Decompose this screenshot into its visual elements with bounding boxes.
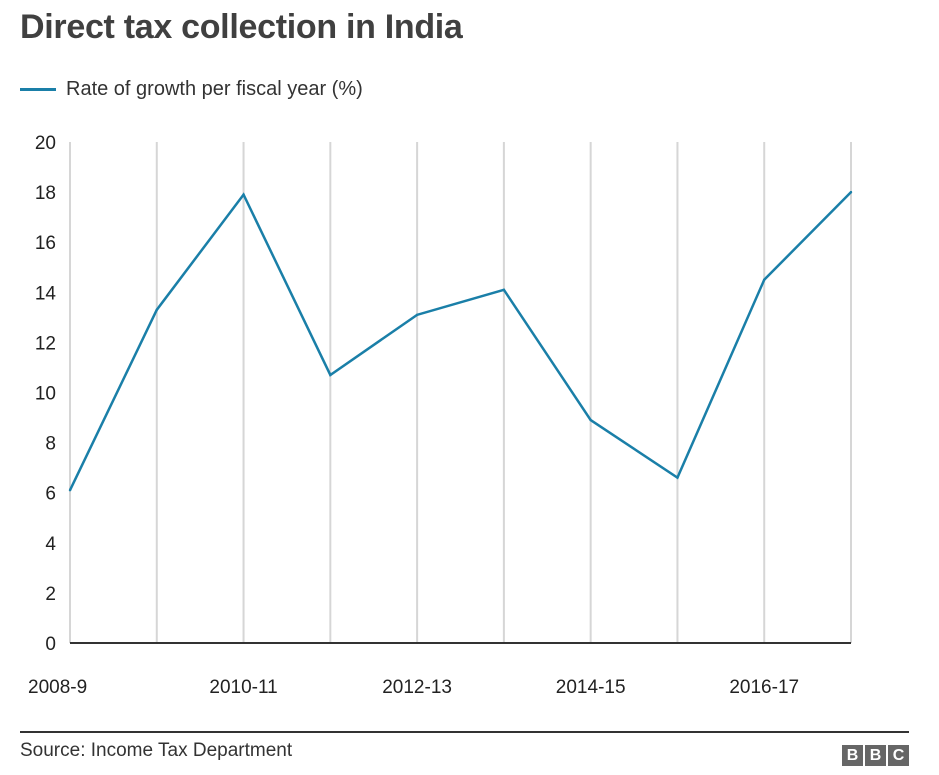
data-point	[502, 288, 506, 291]
y-tick-label: 12	[35, 333, 56, 354]
data-point	[589, 418, 592, 422]
data-point	[155, 308, 158, 312]
y-tick-label: 6	[45, 484, 56, 505]
footer-divider	[20, 731, 909, 733]
bbc-logo-letter: B	[842, 745, 863, 766]
line-chart: 0 2 4 6 8 10 12 14 16 18 20 2008-9 2010-11 2012-13 201…	[28, 133, 853, 698]
y-tick-label: 10	[35, 384, 56, 405]
y-tick-label: 20	[35, 133, 56, 154]
y-tick-label: 8	[45, 434, 56, 455]
bbc-logo: B B C	[842, 745, 909, 766]
series-line	[68, 191, 852, 491]
legend: Rate of growth per fiscal year (%)	[20, 78, 363, 101]
data-point	[242, 193, 245, 196]
y-tick-label: 4	[45, 534, 56, 555]
x-tick-label: 2016-17	[729, 677, 799, 698]
y-tick-label: 14	[35, 283, 57, 304]
legend-swatch	[20, 88, 56, 91]
bbc-logo-letter: B	[865, 745, 886, 766]
x-tick-label: 2012-13	[382, 677, 452, 698]
y-tick-label: 2	[45, 584, 56, 605]
data-point	[849, 190, 853, 194]
y-tick-label: 18	[35, 183, 56, 204]
data-point	[68, 488, 72, 492]
legend-label: Rate of growth per fiscal year (%)	[66, 78, 363, 100]
data-point	[415, 313, 419, 317]
x-tick-label: 2010-11	[209, 677, 277, 698]
source-note: Source: Income Tax Department	[20, 740, 293, 761]
y-tick-label: 16	[35, 233, 56, 254]
data-point	[763, 278, 766, 281]
data-point	[676, 476, 679, 479]
y-tick-label: 0	[45, 634, 56, 655]
x-tick-label: 2008-9	[28, 677, 87, 698]
chart-title: Direct tax collection in India	[20, 8, 463, 46]
data-point	[329, 373, 332, 377]
bbc-logo-letter: C	[888, 745, 909, 766]
x-tick-label: 2014-15	[556, 677, 626, 698]
